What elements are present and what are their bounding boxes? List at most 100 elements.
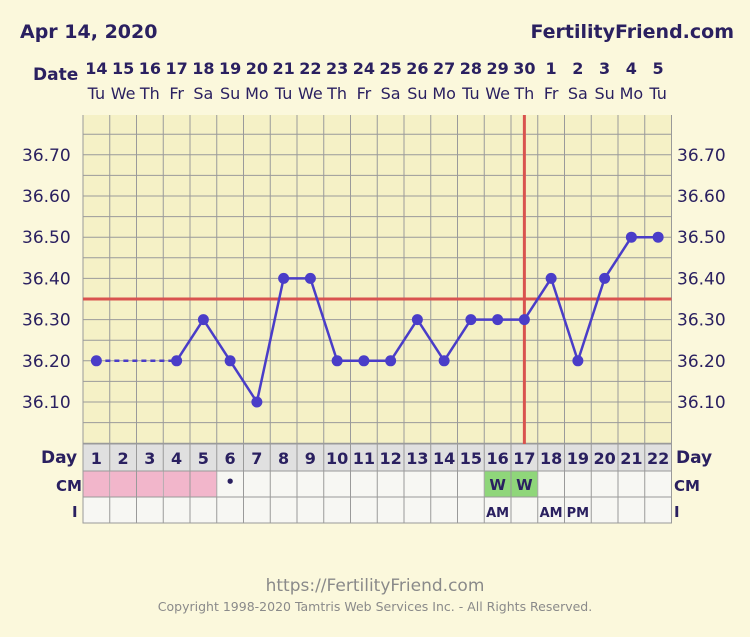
weekday-label: Sa <box>568 84 588 103</box>
weekday-label: Su <box>594 84 614 103</box>
temp-point <box>572 355 584 367</box>
date-label: 18 <box>192 59 214 78</box>
temp-point <box>358 355 370 367</box>
date-label: 23 <box>326 59 348 78</box>
y-tick-label-right: 36.60 <box>677 187 726 207</box>
menstruation-cell <box>110 471 136 497</box>
cycle-day-label: 18 <box>540 449 562 468</box>
temp-line-segment <box>309 278 339 362</box>
cycle-day-label: 17 <box>513 449 535 468</box>
weekday-label: Tu <box>648 84 666 103</box>
temp-point <box>90 355 102 367</box>
temp-point <box>625 231 637 243</box>
footer-copyright: Copyright 1998-2020 Tamtris Web Services… <box>157 599 593 614</box>
y-tick-label-right: 36.20 <box>677 352 726 372</box>
site-name: FertilityFriend.com <box>530 21 734 43</box>
y-tick-label-left: 36.40 <box>22 269 71 289</box>
date-label: 27 <box>433 59 455 78</box>
temp-point <box>224 355 236 367</box>
temp-point <box>492 314 504 326</box>
weekday-label: We <box>485 84 510 103</box>
date-row-label: Date <box>33 65 78 85</box>
temp-point <box>197 314 209 326</box>
weekday-label: Mo <box>620 84 644 103</box>
temp-line-segment <box>603 236 633 280</box>
weekday-label: Th <box>139 84 160 103</box>
cycle-day-label: 20 <box>593 449 615 468</box>
footer-url[interactable]: https://FertilityFriend.com <box>265 576 485 596</box>
intercourse-label: AM <box>486 506 509 521</box>
cycle-day-label: 7 <box>251 449 262 468</box>
y-tick-label-left: 36.20 <box>22 352 71 372</box>
cycle-day-label: 9 <box>305 449 316 468</box>
menstruation-cell <box>163 471 190 497</box>
date-label: 25 <box>379 59 401 78</box>
menstruation-cell <box>83 471 110 497</box>
date-label: 15 <box>112 59 134 78</box>
temp-point <box>278 272 290 284</box>
date-label: 24 <box>353 59 375 78</box>
cm-label: • <box>225 473 235 491</box>
temp-point <box>331 355 343 367</box>
cm-row-label: CM <box>56 477 82 495</box>
temp-point <box>518 314 530 326</box>
cycle-day-label: 11 <box>353 449 375 468</box>
weekday-label: We <box>298 84 323 103</box>
temp-line-segment <box>549 278 580 362</box>
i-row-label: I <box>72 503 78 521</box>
cm-row-label-right: CM <box>674 477 700 495</box>
date-label: 26 <box>406 59 428 78</box>
cycle-day-label: 13 <box>406 449 428 468</box>
temp-point <box>171 355 183 367</box>
y-tick-label-left: 36.50 <box>22 228 71 248</box>
intercourse-label: AM <box>540 506 563 521</box>
cycle-day-label: 3 <box>144 449 155 468</box>
intercourse-label: PM <box>567 506 589 521</box>
date-label: 1 <box>546 59 557 78</box>
weekday-label: Su <box>220 84 240 103</box>
y-tick-label-left: 36.30 <box>22 311 71 331</box>
temp-point <box>438 355 450 367</box>
temp-point <box>385 355 397 367</box>
weekday-label: Th <box>326 84 347 103</box>
cycle-day-label: 4 <box>171 449 182 468</box>
temp-point <box>465 314 477 326</box>
cycle-day-label: 15 <box>460 449 482 468</box>
cycle-day-label: 5 <box>198 449 209 468</box>
temp-line-segment <box>576 278 606 362</box>
temp-line-segment <box>523 277 553 321</box>
weekday-label: Sa <box>193 84 213 103</box>
cycle-day-label: 12 <box>379 449 401 468</box>
menstruation-cell <box>190 471 217 497</box>
day-row-label-right: Day <box>676 448 712 468</box>
temp-point <box>599 272 611 284</box>
cycle-day-label: 22 <box>647 449 669 468</box>
date-label: 2 <box>572 59 583 78</box>
date-label: 5 <box>653 59 664 78</box>
date-label: 16 <box>139 59 161 78</box>
temp-line-segment <box>229 360 258 403</box>
weekday-label: Fr <box>544 84 559 103</box>
temp-line-segment <box>255 278 285 403</box>
cycle-day-label: 16 <box>486 449 508 468</box>
chart-date: Apr 14, 2020 <box>20 21 158 43</box>
cm-watery-cell <box>484 471 511 497</box>
date-label: 30 <box>513 59 535 78</box>
weekday-label: Mo <box>432 84 456 103</box>
cm-label: W <box>516 476 533 494</box>
date-label: 20 <box>246 59 268 78</box>
date-label: 17 <box>165 59 187 78</box>
weekday-label: Tu <box>461 84 479 103</box>
date-label: 14 <box>85 59 107 78</box>
temp-line-segment <box>389 318 419 362</box>
cycle-day-label: 6 <box>225 449 236 468</box>
weekday-label: Sa <box>381 84 401 103</box>
date-label: 21 <box>272 59 294 78</box>
temp-point <box>545 272 557 284</box>
menstruation-cell <box>137 471 163 497</box>
weekday-label: Mo <box>245 84 269 103</box>
cycle-day-label: 21 <box>620 449 642 468</box>
cycle-day-label: 14 <box>433 449 455 468</box>
date-label: 4 <box>626 59 637 78</box>
cycle-day-label: 19 <box>567 449 589 468</box>
